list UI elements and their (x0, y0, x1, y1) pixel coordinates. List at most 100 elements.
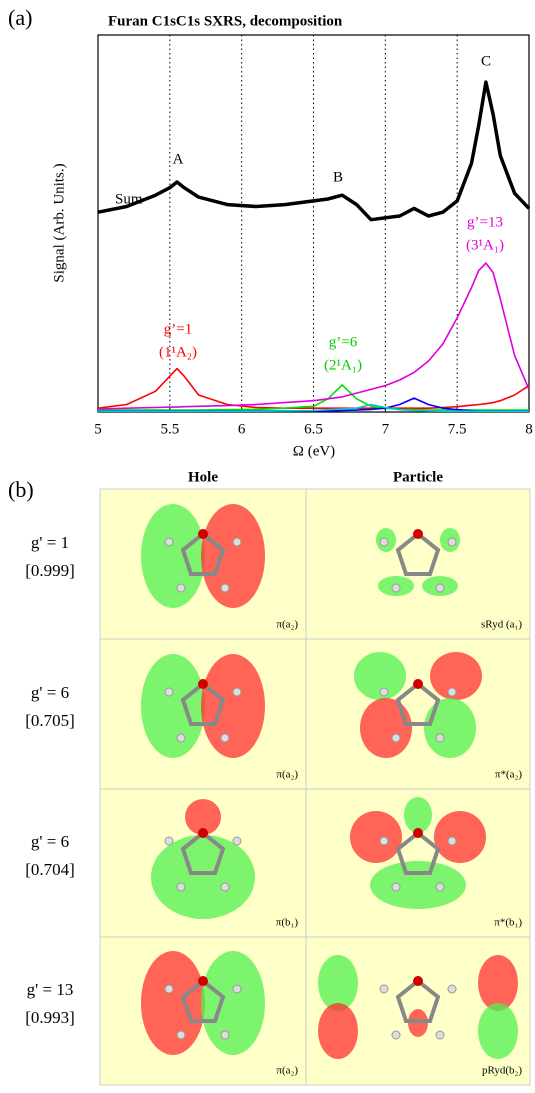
orbital-label: π(a₂) (276, 769, 298, 781)
hydrogen-atom (220, 583, 230, 593)
series-line (98, 403, 529, 412)
orbital-lobe (201, 654, 265, 758)
row-state: g' = 6 (31, 832, 69, 851)
orbital-lobe (478, 955, 518, 1011)
orbital-lobe (185, 799, 221, 835)
oxygen-atom (413, 529, 423, 539)
row-state: g' = 13 (27, 980, 74, 999)
hydrogen-atom (220, 733, 230, 743)
orbital-lobe (404, 797, 432, 833)
orbital-lobe (318, 1003, 358, 1059)
orbital-label: π*(a₂) (495, 769, 522, 781)
molecule-bond (180, 978, 226, 1023)
annotation: (3¹A₁) (466, 237, 504, 253)
hydrogen-atom (176, 882, 186, 892)
hydrogen-atom (232, 984, 242, 994)
annotation: g’=6 (329, 334, 358, 350)
oxygen-atom (198, 529, 208, 539)
hydrogen-atom (176, 1030, 186, 1040)
hydrogen-atom (164, 984, 174, 994)
orbital-label: π(a₂) (276, 1065, 298, 1077)
orbital-label: pRyd(b₂) (482, 1065, 522, 1077)
hydrogen-atom (391, 1030, 401, 1040)
hydrogen-atom (379, 984, 389, 994)
hydrogen-atom (232, 687, 242, 697)
hydrogen-atom (220, 882, 230, 892)
oxygen-atom (198, 976, 208, 986)
table-cell (305, 488, 531, 640)
orbital-label: π(b₁) (276, 917, 299, 929)
annotation: B (333, 169, 343, 185)
molecule-bond (395, 978, 441, 1023)
row-weight: [0.705] (25, 711, 75, 730)
x-tick-label: 5.5 (160, 421, 179, 437)
x-tick-label: 6 (238, 421, 246, 437)
table-cell (305, 638, 531, 790)
annotation: g’=1 (164, 321, 192, 337)
orbital-lobe (201, 951, 265, 1055)
molecule-bond (395, 681, 441, 726)
hydrogen-atom (435, 733, 445, 743)
orbital-lobe (141, 504, 205, 608)
orbital-lobe (360, 698, 412, 758)
hydrogen-atom (447, 537, 457, 547)
series-line (97, 367, 530, 409)
series-line (97, 262, 530, 410)
x-tick-label: 7 (382, 421, 390, 437)
hydrogen-atom (164, 537, 174, 547)
x-tick-label: 7.5 (448, 421, 467, 437)
row-weight: [0.999] (25, 561, 75, 580)
row-state: g' = 6 (31, 683, 69, 702)
hydrogen-atom (435, 1030, 445, 1040)
orbital-lobe (141, 654, 205, 758)
column-header: Particle (393, 469, 443, 485)
oxygen-atom (413, 828, 423, 838)
orbital-label: π(a₂) (276, 619, 298, 631)
x-tick-label: 6.5 (304, 421, 323, 437)
hydrogen-atom (379, 687, 389, 697)
molecule-bond (180, 830, 226, 875)
x-axis-label: Ω (eV) (293, 443, 335, 459)
annotation: C (481, 53, 491, 69)
orbital-lobe (424, 698, 476, 758)
x-tick-label: 5 (94, 421, 102, 437)
hydrogen-atom (435, 583, 445, 593)
annotation: (2¹A₁) (324, 357, 362, 373)
panel-label: (a) (8, 5, 32, 30)
oxygen-atom (198, 679, 208, 689)
oxygen-atom (198, 828, 208, 838)
hydrogen-atom (232, 836, 242, 846)
orbital-lobe (478, 1003, 518, 1059)
hydrogen-atom (379, 537, 389, 547)
panel-label: (b) (8, 477, 34, 502)
orbital-label: sRyd (a₁) (481, 619, 522, 631)
orbital-lobe (434, 811, 486, 863)
row-state: g' = 1 (31, 533, 69, 552)
orbital-table: g' = 1 [0.999] π(a₂) sRyd (a₁) g' = 6 [0.705]… (25, 488, 531, 1086)
orbital-label: π*(b₁) (494, 917, 522, 929)
series-line (97, 80, 531, 222)
oxygen-atom (413, 679, 423, 689)
hydrogen-atom (164, 687, 174, 697)
row-weight: [0.993] (25, 1008, 75, 1027)
row-weight: [0.704] (25, 860, 75, 879)
molecule-bond (395, 531, 441, 576)
chart-title: Furan C1sC1s SXRS, decomposition (108, 13, 343, 29)
orbital-lobe (370, 861, 466, 909)
y-axis-label: Signal (Arb. Units.) (51, 163, 67, 282)
annotation: g’=13 (467, 214, 503, 230)
hydrogen-atom (435, 882, 445, 892)
orbital-lobe (141, 951, 205, 1055)
molecule-bond (180, 681, 226, 726)
hydrogen-atom (447, 836, 457, 846)
hydrogen-atom (391, 733, 401, 743)
orbital-lobe (201, 504, 265, 608)
hydrogen-atom (220, 1030, 230, 1040)
hydrogen-atom (232, 537, 242, 547)
orbital-lobe (430, 652, 482, 700)
orbital-lobe (354, 652, 406, 700)
annotation: (1¹A₂) (159, 344, 197, 360)
orbital-lobe (151, 835, 255, 919)
